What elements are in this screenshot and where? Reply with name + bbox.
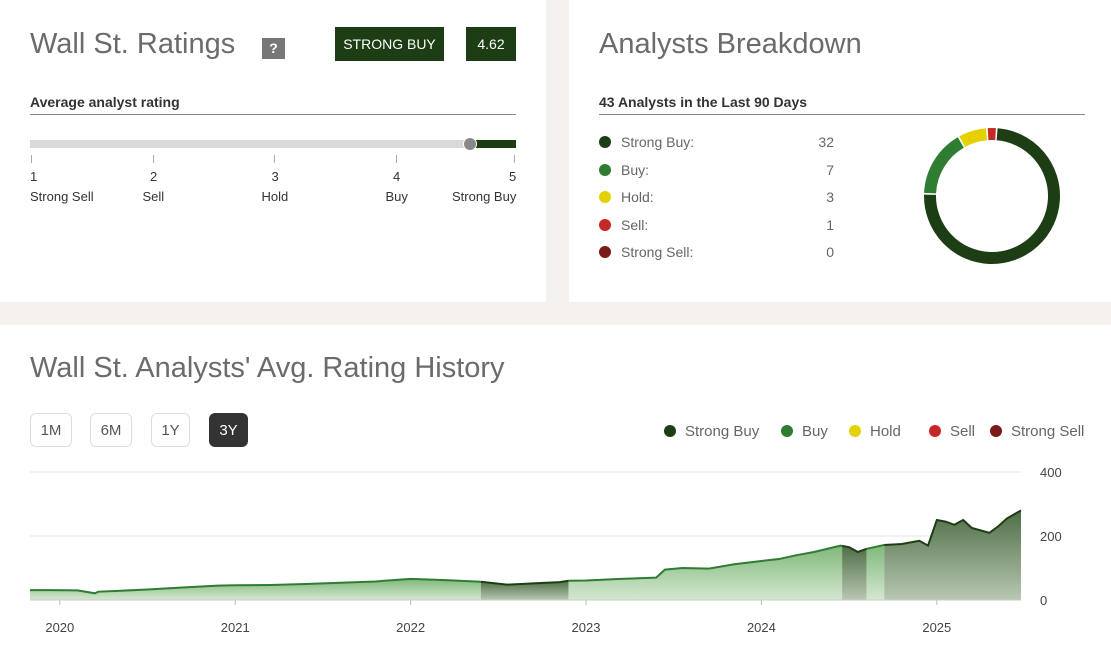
verdict-badge: STRONG BUY — [335, 27, 444, 61]
average-rating-subtitle: Average analyst rating — [30, 94, 180, 110]
rating-history-chart: 400 200 0 2020 2021 2022 2023 2024 2025 — [30, 465, 1062, 635]
price-line — [30, 577, 481, 595]
price-line — [884, 509, 1022, 548]
donut-slice — [959, 128, 988, 148]
breakdown-label: Sell: — [621, 216, 649, 233]
legend-dot — [781, 425, 793, 437]
breakdown-count: 7 — [826, 161, 834, 178]
ratings-title: Wall St. Ratings — [30, 28, 236, 60]
price-line — [841, 544, 867, 554]
rating-area-buy — [30, 578, 481, 600]
breakdown-count: 1 — [826, 216, 834, 233]
range-button-6m[interactable]: 6M — [90, 413, 132, 447]
scale-number: 5 — [509, 169, 517, 184]
scale-tick — [514, 155, 515, 163]
history-title: Wall St. Analysts' Avg. Rating History — [30, 352, 505, 384]
range-button-3y[interactable]: 3Y — [209, 413, 248, 447]
y-tick-label: 200 — [1040, 529, 1062, 544]
range-button-1y[interactable]: 1Y — [151, 413, 190, 447]
breakdown-label: Buy: — [621, 161, 650, 178]
analysts-count-subtitle: 43 Analysts in the Last 90 Days — [599, 94, 808, 110]
x-tick-label: 2020 — [45, 620, 74, 635]
breakdown-label: Strong Sell: — [621, 244, 694, 260]
analysts-breakdown-card: Analysts Breakdown 43 Analysts in the La… — [569, 0, 1111, 302]
y-tick-label: 0 — [1040, 593, 1047, 608]
chart-legend-label: Buy — [802, 423, 828, 440]
scale-tick — [274, 155, 275, 163]
scale-tick — [31, 155, 32, 163]
y-tick-label: 400 — [1040, 465, 1062, 480]
legend-dot — [664, 425, 676, 437]
rating-area-buy — [866, 544, 885, 600]
legend-dot — [599, 163, 611, 176]
breakdown-count: 32 — [818, 134, 834, 150]
range-button-1m[interactable]: 1M — [30, 413, 72, 447]
scale-label: Strong Sell — [30, 189, 94, 204]
scale-number: 3 — [271, 169, 279, 184]
scale-label: Sell — [142, 189, 165, 204]
scale-number: 4 — [393, 169, 401, 184]
legend-dot — [599, 136, 611, 148]
price-line — [866, 543, 885, 550]
price-line — [480, 579, 569, 586]
breakdown-label: Strong Buy: — [621, 134, 695, 150]
donut-slice — [924, 137, 965, 194]
rating-area-strong-buy — [480, 580, 569, 600]
scale-label: Strong Buy — [452, 189, 517, 204]
chart-legend-label: Hold — [870, 423, 901, 440]
rating-area-strong-buy — [842, 545, 867, 600]
breakdown-label: Hold: — [621, 189, 654, 205]
scale-label: Buy — [385, 189, 408, 204]
chart-legend-label: Sell — [950, 423, 976, 440]
x-tick-label: 2024 — [747, 620, 776, 635]
legend-dot — [599, 246, 611, 258]
legend-dot — [599, 191, 611, 203]
rating-area-buy — [568, 545, 843, 600]
breakdown-count: 3 — [826, 189, 834, 205]
score-badge: 4.62 — [466, 27, 516, 61]
x-tick-label: 2022 — [396, 620, 425, 635]
chart-legend-label: Strong Buy — [685, 423, 760, 440]
rating-history-card: Wall St. Analysts' Avg. Rating History 4… — [0, 325, 1111, 651]
scale-number: 2 — [150, 169, 158, 184]
scale-number: 1 — [30, 169, 38, 184]
legend-dot — [849, 425, 861, 437]
scale-label: Hold — [261, 189, 289, 204]
scale-tick — [395, 155, 397, 163]
x-tick-label: 2021 — [221, 620, 250, 635]
rating-scale-bar — [30, 137, 516, 151]
legend-dot — [990, 425, 1002, 437]
breakdown-count: 0 — [826, 244, 834, 260]
x-tick-label: 2023 — [572, 620, 601, 635]
rating-scale-marker — [462, 137, 477, 151]
x-tick-label: 2025 — [922, 620, 951, 635]
scale-tick — [152, 155, 154, 163]
breakdown-donut-chart — [924, 128, 1060, 264]
chart-legend-label: Strong Sell — [1011, 423, 1085, 440]
donut-slice — [924, 128, 1060, 264]
legend-dot — [929, 425, 941, 437]
divider — [599, 114, 1085, 115]
divider — [30, 114, 516, 115]
legend-dot — [599, 218, 611, 231]
rating-scale-fill — [469, 140, 516, 148]
breakdown-title: Analysts Breakdown — [599, 28, 862, 60]
price-line — [568, 544, 843, 582]
help-icon[interactable]: ? — [262, 38, 285, 59]
wall-st-ratings-card: Wall St. Ratings ? STRONG BUY 4.62 Avera… — [0, 0, 546, 302]
